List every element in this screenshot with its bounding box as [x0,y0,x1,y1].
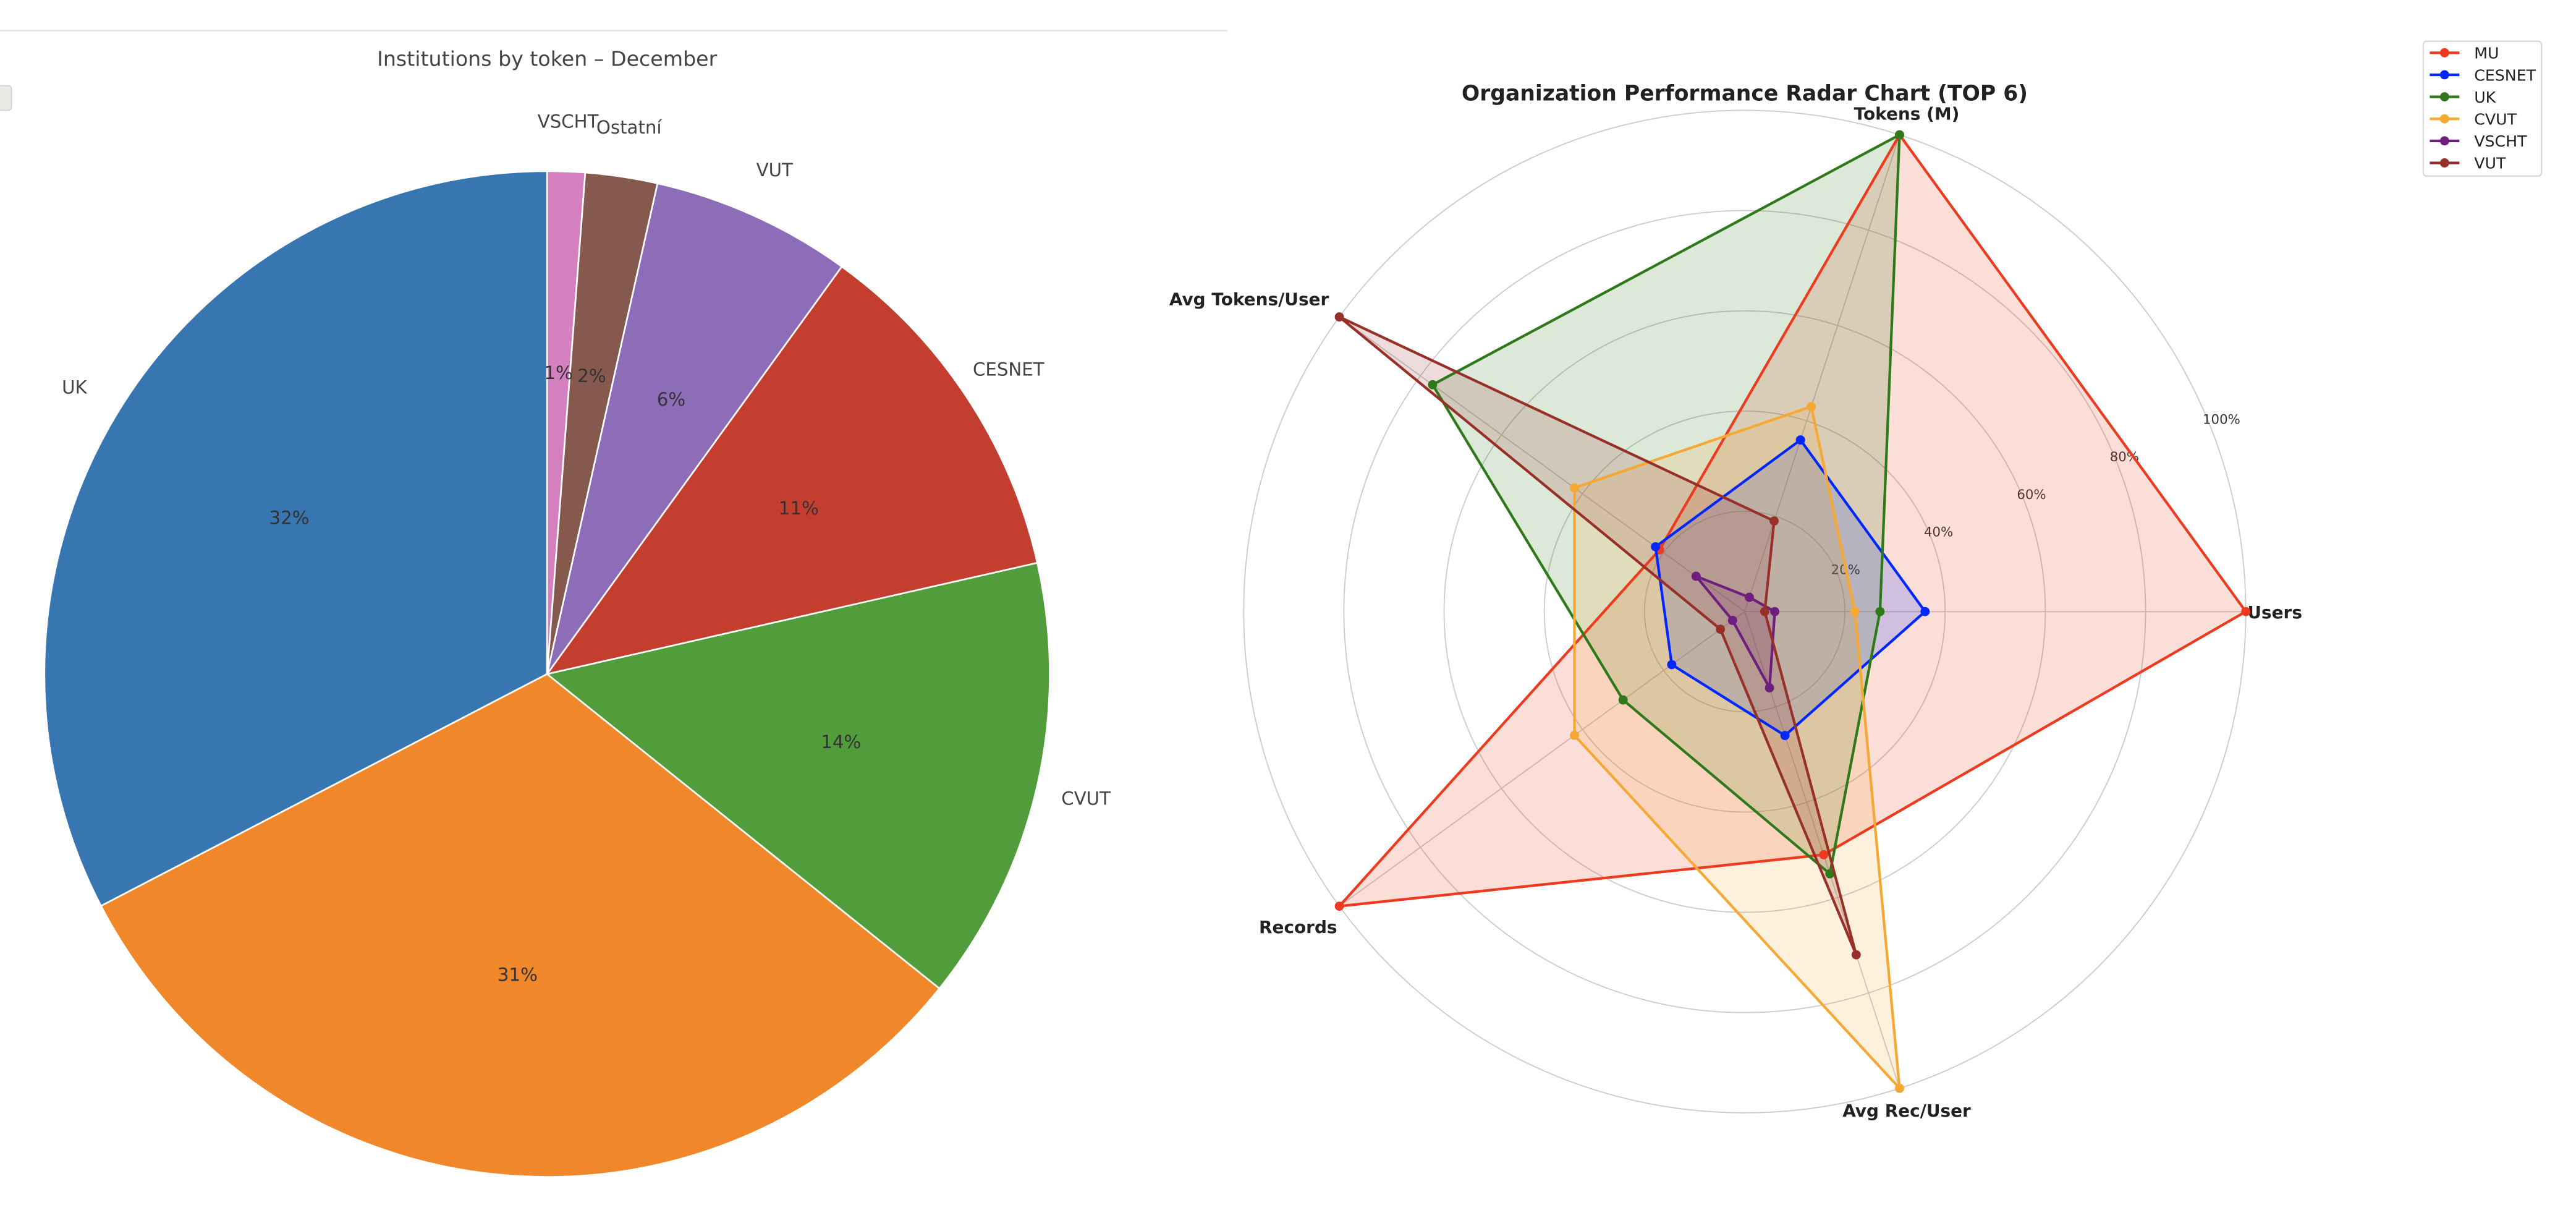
pie-chart: UK32%MU31%CVUT14%CESNET11%VUT6%Ostatní2%… [43,111,1111,1178]
radar-point-cesnet [1667,660,1677,670]
radar-point-vut [1769,516,1779,526]
radar-axis-label: Avg Rec/User [1842,1101,1971,1121]
radar-point-vut [1334,312,1344,322]
pie-pct-label: 32% [269,507,310,528]
radar-point-mu [1819,850,1829,859]
radar-tick-label: 40% [1924,525,1953,540]
radar-point-cvut [1895,1083,1904,1093]
radar-point-vscht [1745,592,1754,602]
radar-point-vscht [1727,615,1737,625]
radar-area-cesnet [1655,440,1925,736]
radar-point-vscht [1765,683,1774,692]
radar-point-cvut [1850,607,1860,616]
pie-slice-vut [546,182,843,675]
legend-label: VSCHT [2474,132,2527,150]
pie-pct-label: 2% [577,365,606,386]
legend-label: CVUT [2474,111,2517,129]
radar-point-cvut [1807,402,1816,412]
pie-pct-label: 1% [544,362,573,383]
radar-point-vscht [1691,571,1701,581]
radar-line-mu [1336,132,2248,908]
radar-tick-label: 60% [2017,487,2046,503]
pie-label: CESNET [973,359,1044,380]
radar-point-cvut [1570,730,1579,740]
radar-spoke [1744,134,1900,612]
radar-axis-label: Tokens (M) [1854,103,1960,124]
pie-pct-label: 11% [779,498,819,519]
pie-label: Ostatní [596,117,663,138]
pie-title: Institutions by token – December [377,47,718,71]
radar-point-cvut [1570,483,1579,493]
radar-point-cesnet [1651,542,1661,552]
radar-line-uk [1430,132,1901,877]
legend-marker-icon [2439,70,2449,80]
radar-point-mu [2241,607,2251,616]
radar-title: Organization Performance Radar Chart (TO… [1462,81,2028,106]
radar-point-mu [1334,901,1344,911]
pie-label: VSCHT [538,111,599,132]
radar-line-cesnet [1654,438,1927,738]
radar-area-mu [1339,135,2246,906]
legend-marker-icon [2439,158,2449,168]
radar-point-vut [1716,624,1726,634]
legend-marker-icon [2439,136,2449,146]
legend-marker-icon [2439,92,2449,102]
radar-point-uk [1875,607,1885,616]
pie-label: VUT [756,160,793,181]
radar-spoke [1339,316,1745,612]
radar-point-vut [1760,607,1769,616]
pie-label: CVUT [1061,788,1111,809]
radar-area-uk [1432,135,1900,874]
pie-pct-label: 6% [657,389,685,410]
radar-tick-label: 100% [2203,412,2240,427]
pie-slice-cesnet [545,265,1039,676]
radar-line-vscht [1695,574,1776,692]
radar-point-uk [1618,695,1628,705]
radar-point-vut [1851,950,1861,960]
pie-label: UK [62,377,87,398]
radar-point-uk [1428,380,1438,390]
legend-marker-icon [2439,48,2449,58]
pie-slice-mu [100,673,941,1178]
pie-slice-uk [43,170,548,908]
pie-pct-label: 31% [498,964,538,985]
radar-spoke [1339,611,1745,907]
radar-point-cesnet [1795,435,1805,445]
legend-label: MU [2474,45,2499,62]
radar-axis-label: Avg Tokens/User [1169,289,1329,309]
radar-chart: Users Tokens (M) Avg Tokens/User Records Avg… [1169,103,2302,1121]
radar-point-uk [1825,869,1835,879]
legend-label: CESNET [2474,66,2536,84]
radar-axis-label: Records [1259,917,1337,937]
radar-point-cesnet [1780,731,1790,741]
radar-point-uk [1895,130,1904,140]
pie-slice-cvut [545,561,1051,990]
radar-point-vscht [1770,607,1780,616]
radar-point-cesnet [1920,607,1930,616]
radar-line-vut [1338,315,1858,956]
pie-slice-vscht [546,170,587,675]
pie-pct-label: 14% [821,731,861,752]
radar-line-cvut [1573,404,1902,1093]
legend-label: VUT [2474,155,2506,173]
legend-label: UK [2474,88,2496,106]
radar-axis-label: Users [2247,602,2302,623]
panel-toggle-button[interactable] [0,85,12,111]
radar-area-vut [1339,317,1857,955]
legend-marker-icon [2439,114,2449,124]
radar-legend: MU CESNET UK CVUT VSCHT VUT [2422,40,2543,177]
